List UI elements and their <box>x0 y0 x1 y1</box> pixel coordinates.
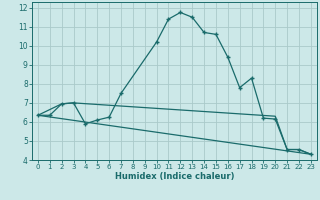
X-axis label: Humidex (Indice chaleur): Humidex (Indice chaleur) <box>115 172 234 181</box>
